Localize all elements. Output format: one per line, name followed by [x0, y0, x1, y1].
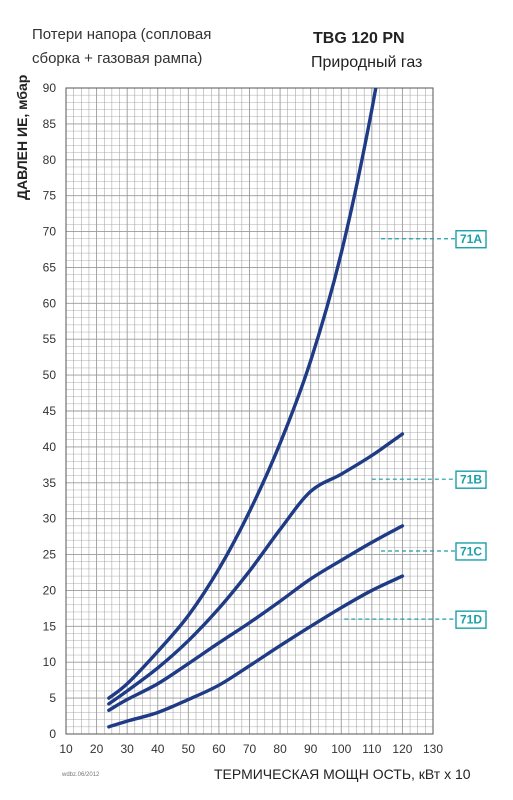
callout-label-71b: 71B: [460, 473, 482, 487]
y-tick-label: 70: [43, 225, 57, 239]
x-tick-label: 50: [182, 742, 196, 756]
y-tick-label: 10: [43, 655, 57, 669]
x-tick-label: 60: [212, 742, 226, 756]
document-code: wdbz.06/2012: [62, 772, 100, 778]
callout-box-71d: [455, 610, 487, 629]
plot-frame: [65, 87, 434, 735]
callout-label-71c: 71C: [460, 544, 482, 558]
x-tick-label: 130: [423, 742, 443, 756]
y-tick-label: 90: [43, 81, 57, 95]
x-tick-label: 30: [120, 742, 134, 756]
x-tick-label: 40: [151, 742, 165, 756]
curve-71a: [107, 88, 378, 700]
callout-label-71a: 71A: [460, 232, 482, 246]
y-tick-label: 25: [43, 548, 57, 562]
y-tick-label: 75: [43, 189, 57, 203]
curve-71c: [107, 524, 405, 713]
y-tick-label: 30: [43, 512, 57, 526]
chart-title: TBG 120 PN: [313, 30, 405, 47]
y-tick-label: 55: [43, 332, 57, 346]
caption-line-2: сборка + газовая рампа): [32, 50, 203, 67]
x-axis-label: ТЕРМИЧЕСКАЯ МОЩН ОСТЬ, кВт х 10: [214, 766, 471, 782]
x-tick-label: 10: [59, 742, 73, 756]
y-tick-label: 35: [43, 476, 57, 490]
callout-box-71a: [455, 230, 487, 249]
chart-subtitle: Природный газ: [311, 54, 423, 71]
y-tick-label: 15: [43, 619, 57, 633]
curve-71d: [107, 574, 405, 729]
y-tick-label: 0: [49, 727, 56, 741]
y-tick-label: 20: [43, 583, 57, 597]
caption-line-1: Потери напора (сопловая: [32, 26, 212, 43]
curve-71b: [107, 432, 405, 706]
y-tick-label: 45: [43, 404, 57, 418]
y-tick-label: 40: [43, 440, 57, 454]
x-tick-label: 90: [304, 742, 318, 756]
x-tick-label: 120: [392, 742, 412, 756]
callout-box-71b: [455, 470, 487, 489]
x-tick-label: 70: [243, 742, 257, 756]
callout-box-71c: [455, 542, 487, 561]
y-tick-label: 85: [43, 117, 57, 131]
x-tick-label: 110: [362, 742, 381, 756]
x-tick-label: 20: [90, 742, 104, 756]
y-tick-label: 60: [43, 296, 57, 310]
y-tick-label: 50: [43, 368, 57, 382]
y-tick-label: 80: [43, 153, 57, 167]
x-tick-label: 80: [273, 742, 287, 756]
y-tick-label: 5: [49, 691, 56, 705]
x-tick-label: 100: [331, 742, 351, 756]
y-tick-label: 65: [43, 260, 57, 274]
callout-label-71d: 71D: [460, 613, 482, 627]
